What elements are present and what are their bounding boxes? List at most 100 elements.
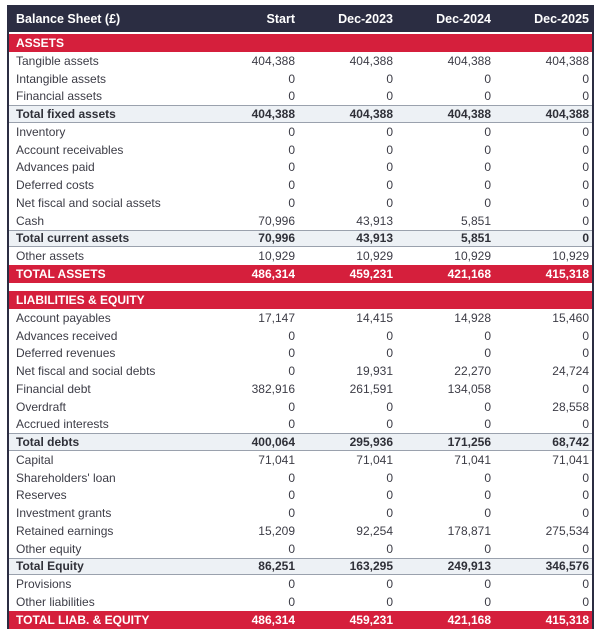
table-row: Net fiscal and social debts 0 19,931 22,270… bbox=[9, 362, 592, 380]
row-value: 0 bbox=[288, 346, 295, 361]
row-value: 0 bbox=[288, 328, 295, 343]
row-value: 0 bbox=[386, 195, 393, 210]
row-label: Other liabilities bbox=[16, 594, 95, 609]
row-value: 0 bbox=[582, 381, 589, 396]
row-value: 171,256 bbox=[447, 435, 491, 450]
row-value: 0 bbox=[288, 178, 295, 193]
row-label: Overdraft bbox=[16, 399, 67, 414]
row-label: Account receivables bbox=[16, 142, 124, 157]
row-value: 0 bbox=[582, 213, 589, 228]
row-value: 0 bbox=[288, 195, 295, 210]
row-value: 0 bbox=[484, 328, 491, 343]
row-value: 0 bbox=[582, 89, 589, 104]
row-value: 421,168 bbox=[447, 267, 491, 281]
table-row: Retained earnings 15,209 92,254 178,871 275,… bbox=[9, 522, 592, 540]
row-value: 0 bbox=[288, 417, 295, 432]
row-value: 415,318 bbox=[545, 267, 589, 281]
row-value: 163,295 bbox=[349, 559, 393, 574]
table-row: Financial assets 0 0 0 0 bbox=[9, 87, 592, 106]
row-value: 0 bbox=[484, 178, 491, 193]
row-label: Inventory bbox=[16, 124, 66, 139]
table-row: Other equity 0 0 0 0 bbox=[9, 539, 592, 558]
table-row: Advances received 0 0 0 0 bbox=[9, 326, 592, 345]
row-value: 68,742 bbox=[552, 435, 589, 450]
row-value: 0 bbox=[582, 328, 589, 343]
row-value: 0 bbox=[484, 399, 491, 414]
row-value: 0 bbox=[386, 142, 393, 157]
row-value: 15,209 bbox=[258, 523, 295, 538]
table-row: Capital 71,041 71,041 71,041 71,041 bbox=[9, 451, 592, 469]
column-header-dec2024: Dec-2024 bbox=[436, 11, 491, 26]
row-label: Cash bbox=[16, 213, 45, 228]
row-value: 71,041 bbox=[258, 452, 295, 467]
row-label: Accrued interests bbox=[16, 417, 109, 432]
table-body: ASSETS Tangible assets 404,388 404,388 404,3… bbox=[9, 34, 592, 629]
row-value: 459,231 bbox=[349, 612, 393, 627]
row-value: 0 bbox=[288, 594, 295, 609]
row-value: 14,415 bbox=[356, 310, 393, 325]
row-value: 92,254 bbox=[356, 523, 393, 538]
row-value: 0 bbox=[288, 541, 295, 556]
row-value: 486,314 bbox=[251, 267, 295, 281]
column-header-start: Start bbox=[266, 11, 295, 26]
section-header: LIABILITIES & EQUITY bbox=[9, 291, 592, 309]
row-label: Financial assets bbox=[16, 89, 103, 104]
row-value: 0 bbox=[386, 328, 393, 343]
row-value: 404,388 bbox=[447, 53, 491, 68]
row-value: 0 bbox=[288, 71, 295, 86]
row-value: 0 bbox=[582, 71, 589, 86]
table-row: Reserves 0 0 0 0 bbox=[9, 486, 592, 505]
row-value: 0 bbox=[484, 142, 491, 157]
row-value: 14,928 bbox=[454, 310, 491, 325]
row-value: 17,147 bbox=[258, 310, 295, 325]
row-value: 19,931 bbox=[356, 364, 393, 379]
table-row: Provisions 0 0 0 0 bbox=[9, 575, 592, 593]
row-value: 43,913 bbox=[356, 213, 393, 228]
column-header-dec2025: Dec-2025 bbox=[534, 11, 589, 26]
row-value: 0 bbox=[386, 488, 393, 503]
row-value: 0 bbox=[386, 577, 393, 592]
row-value: 0 bbox=[582, 577, 589, 592]
row-value: 0 bbox=[484, 541, 491, 556]
row-value: 28,558 bbox=[552, 399, 589, 414]
row-value: 0 bbox=[386, 178, 393, 193]
row-value: 400,064 bbox=[251, 435, 295, 450]
row-value: 0 bbox=[386, 124, 393, 139]
table-row: Financial debt 382,916 261,591 134,058 0 bbox=[9, 380, 592, 398]
row-value: 0 bbox=[288, 160, 295, 175]
row-value: 5,851 bbox=[460, 231, 491, 246]
row-value: 0 bbox=[484, 71, 491, 86]
table-row: Investment grants 0 0 0 0 bbox=[9, 504, 592, 522]
row-label: Total fixed assets bbox=[16, 107, 116, 122]
row-label: TOTAL ASSETS bbox=[16, 267, 106, 281]
row-value: 404,388 bbox=[545, 107, 589, 122]
row-value: 0 bbox=[386, 89, 393, 104]
row-label: Capital bbox=[16, 452, 54, 467]
row-value: 382,916 bbox=[251, 381, 295, 396]
table-row: Total debts 400,064 295,936 171,256 68,742 bbox=[9, 433, 592, 451]
table-row: Shareholders' loan 0 0 0 0 bbox=[9, 468, 592, 487]
row-label: Deferred revenues bbox=[16, 346, 116, 361]
row-value: 0 bbox=[582, 506, 589, 521]
table-row: Intangible assets 0 0 0 0 bbox=[9, 69, 592, 88]
row-value: 71,041 bbox=[454, 452, 491, 467]
row-value: 275,534 bbox=[545, 523, 589, 538]
table-row: TOTAL ASSETS 486,314 459,231 421,168 415,318 bbox=[9, 265, 592, 283]
table-row: Total current assets 70,996 43,913 5,851 0 bbox=[9, 229, 592, 248]
row-value: 0 bbox=[484, 488, 491, 503]
row-value: 459,231 bbox=[349, 267, 393, 281]
row-label: Advances received bbox=[16, 328, 118, 343]
row-value: 10,929 bbox=[258, 249, 295, 264]
row-value: 71,041 bbox=[552, 452, 589, 467]
table-row: Advances paid 0 0 0 0 bbox=[9, 158, 592, 177]
row-value: 0 bbox=[484, 346, 491, 361]
table-row: Tangible assets 404,388 404,388 404,388 404,… bbox=[9, 52, 592, 70]
row-value: 295,936 bbox=[349, 435, 393, 450]
row-label: TOTAL LIAB. & EQUITY bbox=[16, 612, 150, 627]
row-label: Shareholders' loan bbox=[16, 470, 116, 485]
table-row: Other assets 10,929 10,929 10,929 10,929 bbox=[9, 247, 592, 265]
row-value: 0 bbox=[386, 506, 393, 521]
table-row: TOTAL LIAB. & EQUITY 486,314 459,231 421,16… bbox=[9, 610, 592, 629]
row-value: 404,388 bbox=[349, 107, 393, 122]
row-value: 0 bbox=[288, 470, 295, 485]
